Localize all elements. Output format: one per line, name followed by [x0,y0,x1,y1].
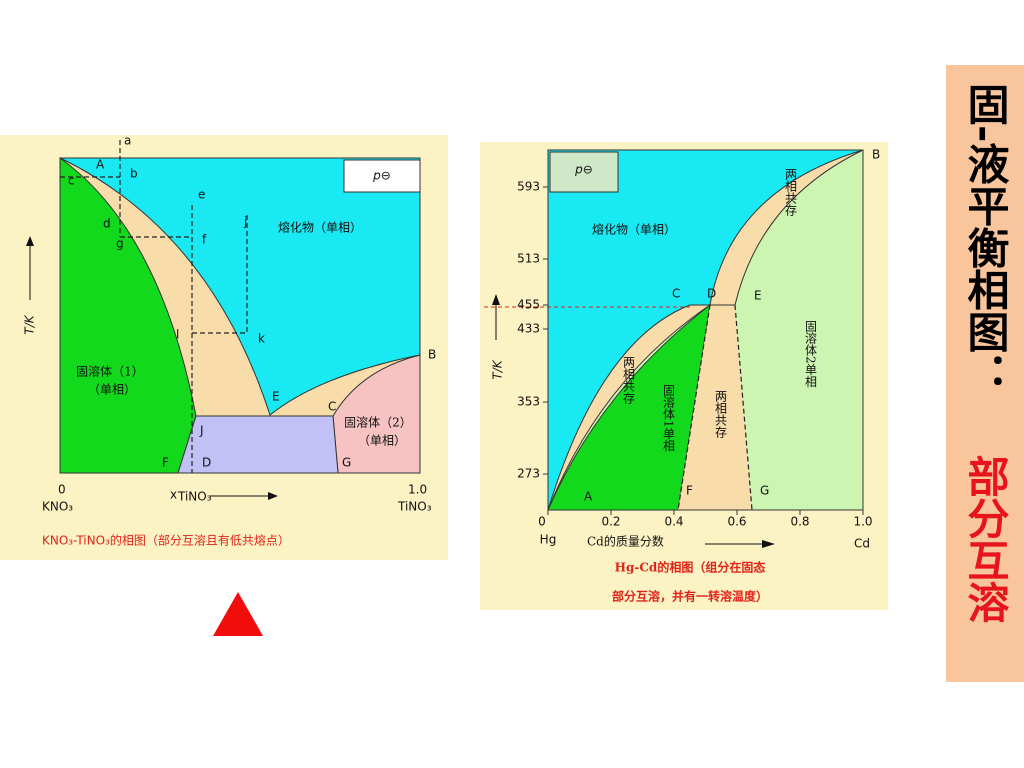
y-tick-label: 353 [517,395,540,409]
x-start: 0 [58,483,66,497]
region-label: 两相共存 [622,356,636,404]
point-label: D [202,456,211,470]
region-label: 固溶体（1） [76,364,144,379]
caption: Hg-Cd的相图（组分在固态 [615,560,766,575]
point-label: E [754,289,762,303]
y-tick-label: 273 [517,467,540,481]
region-label: 熔化物（单相） [592,222,676,237]
point-label: E [272,390,280,404]
caption: KNO₃-TiNO₃的相图（部分互溶且有低共熔点） [42,533,290,548]
dashed-line [677,304,711,511]
point-label: d [103,217,111,231]
pressure-label: p⊖ [372,169,391,183]
dashed-line [734,304,753,511]
y-tick-label: 433 [517,322,540,336]
y-axis-label: T/K [491,359,505,379]
sidebar-title: 固-液平衡相图： [961,83,1010,395]
sidebar-subtitle: 部分互溶 [961,455,1010,623]
point-label: G [760,484,769,498]
y-tick-label: 455 [517,298,540,312]
region-label: 熔化物（单相） [278,220,362,235]
point-label: k [258,332,265,346]
point-label: C [328,400,336,414]
point-label: J [199,424,204,438]
x-start-name: KNO₃ [42,500,73,514]
arrowhead [26,236,34,246]
point-label: f [202,233,207,247]
x-end-name: Cd [854,537,870,551]
point-label: G [342,456,351,470]
x-label-sub: TiNO₃ [177,490,212,504]
plot-frame [547,149,864,511]
y-ticks: 593 513 455 433 353 273 0 0.2 0.4 0.6 0.8 1.0 [517,180,872,529]
region-label: （单相） [88,383,136,397]
x-tick-label: 0.2 [601,515,620,529]
triangle-icon [213,592,263,636]
point-label: C [672,287,680,301]
x-end: 1.0 [408,483,427,497]
liquidus [59,157,421,416]
caption: 部分互溶，并有一转溶温度） [612,589,768,604]
x-end-name: TiNO₃ [397,500,432,514]
pressure-box [549,151,619,193]
liquid-region [60,158,420,415]
point-label: F [686,484,693,498]
point-label: g [116,237,124,251]
point-label: D [707,287,716,301]
x-start-name: Hg [540,533,557,547]
solid-region-1 [547,303,711,511]
region-label: 固溶体（2） [344,415,412,430]
arrowhead [268,492,278,500]
region-label: 固溶体2单相 [804,320,818,388]
two-phase-region [678,305,752,510]
pressure-label: p⊖ [574,163,593,177]
region-label: 两相共存 [784,168,798,216]
region-label: 两相共存 [714,390,728,438]
x-tick-label: 1.0 [853,515,872,529]
x-label: Cd的质量分数 [587,534,664,549]
pressure-box [343,159,421,193]
point-label: A [96,158,105,172]
x-tick-label: 0.8 [790,515,809,529]
point-label: c [68,174,75,188]
point-label: F [162,456,169,470]
arrowhead [492,294,500,305]
liquid-region [548,150,863,510]
y-axis-label: T/K [23,314,37,334]
point-label: l [176,328,179,342]
point-label: B [872,148,880,162]
point-label: b [130,167,138,181]
point-label: e [198,188,205,202]
y-tick-label: 593 [517,180,540,194]
x-label: x [170,488,177,502]
x-tick-label: 0 [538,515,546,529]
arrowhead [762,540,775,548]
point-label: a [124,134,131,148]
region-label: （单相） [358,434,406,448]
point-label: B [428,348,436,362]
y-tick-label: 513 [517,252,540,266]
x-tick-label: 0.4 [664,515,683,529]
point-label: A [584,490,593,504]
x-tick-label: 0.6 [727,515,746,529]
plot-frame [59,157,421,474]
sidebar: 固-液平衡相图： 部分互溶 [946,65,1024,682]
point-label: j [243,215,247,229]
region-label: 固溶体1单相 [662,384,676,452]
